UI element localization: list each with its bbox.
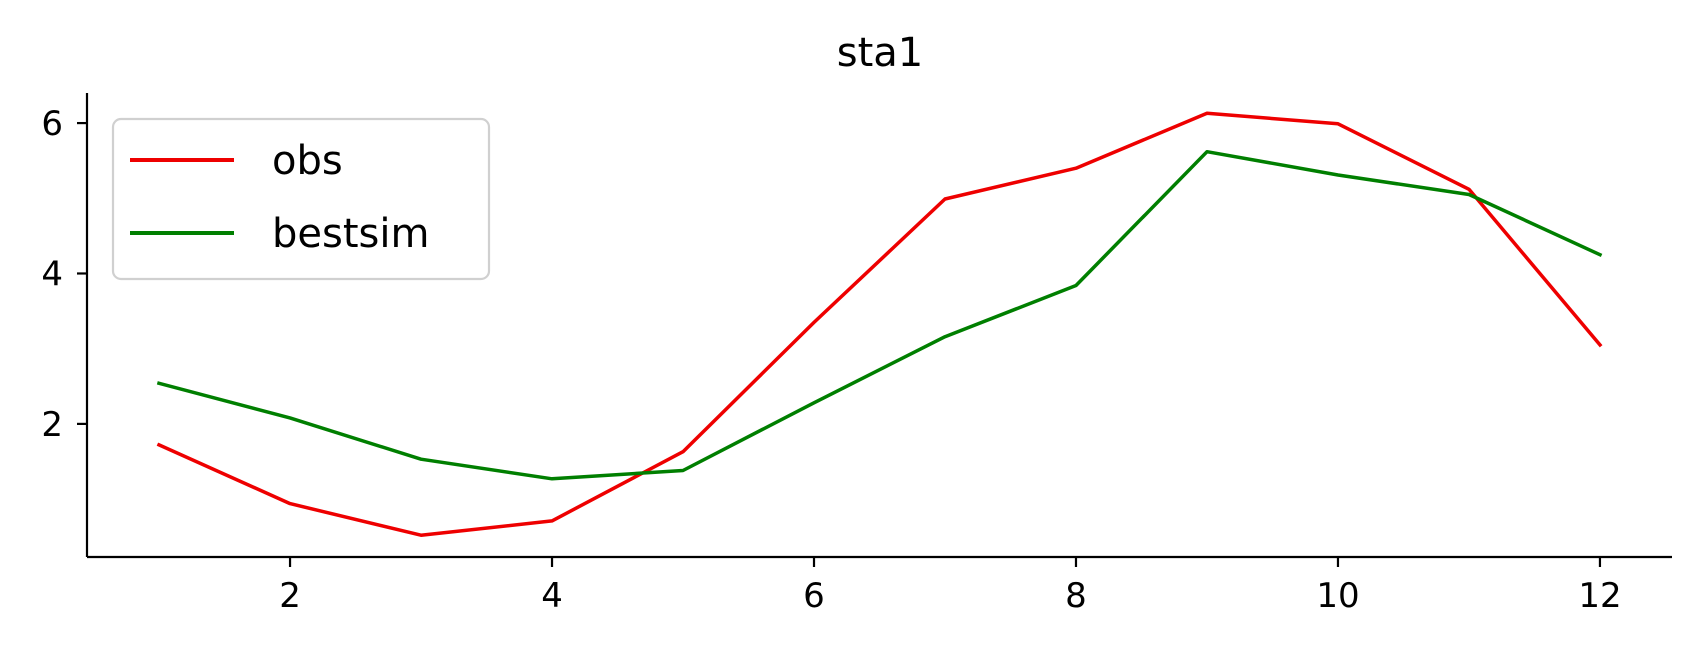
x-tick-label: 6 (803, 576, 825, 616)
x-tick-label: 10 (1316, 576, 1359, 616)
y-ticks: 2 4 6 (41, 104, 87, 445)
x-tick-label: 12 (1578, 576, 1621, 616)
x-ticks: 2 4 6 8 10 12 (279, 557, 1622, 616)
legend-label-bestsim: bestsim (272, 211, 429, 257)
series-line-bestsim (156, 149, 1603, 481)
x-tick-label: 2 (279, 576, 301, 616)
x-tick-label: 4 (541, 576, 563, 616)
legend-label-obs: obs (272, 138, 343, 184)
y-tick-label: 6 (41, 104, 63, 144)
x-tick-label: 8 (1065, 576, 1087, 616)
chart-title: sta1 (837, 30, 923, 76)
y-tick-label: 4 (41, 254, 63, 294)
series-lines (156, 111, 1603, 537)
axes (85, 93, 1672, 559)
y-tick-label: 2 (41, 405, 63, 445)
series-line-obs (156, 111, 1603, 537)
legend: obs bestsim (111, 117, 491, 281)
